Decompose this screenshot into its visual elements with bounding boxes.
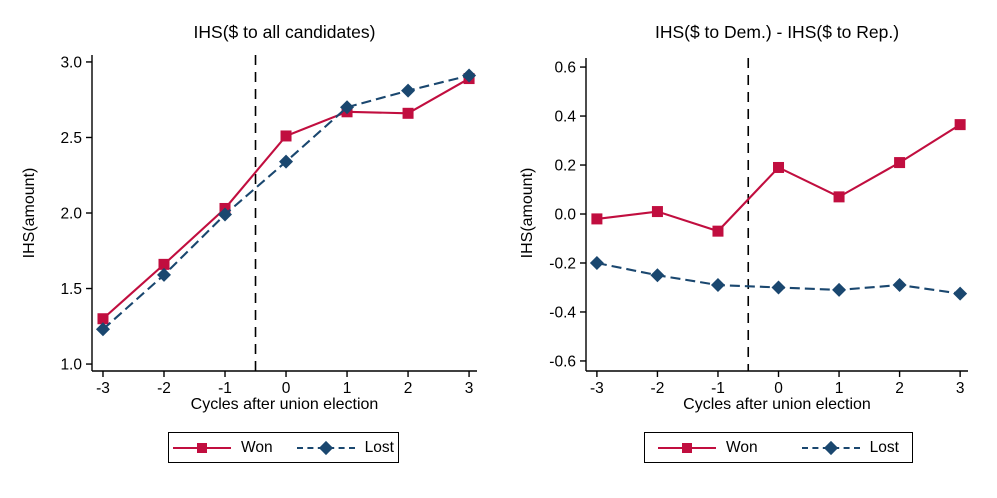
marker-lost xyxy=(832,282,847,297)
legend: Won Lost xyxy=(644,432,913,463)
marker-lost xyxy=(156,267,171,282)
marker-lost xyxy=(340,100,355,115)
y-tick-label: 0.6 xyxy=(554,60,576,77)
lost-diamond-marker-icon xyxy=(823,440,838,455)
y-tick-label: 2.0 xyxy=(60,206,82,223)
marker-won xyxy=(712,225,724,237)
plot-area: 1.0 1.5 2.0 2.5 3.0 -3 -2 -1 0 1 2 3 xyxy=(60,54,477,397)
legend-label-lost: Lost xyxy=(364,438,394,456)
x-tick-label: 1 xyxy=(835,380,844,397)
marker-lost xyxy=(401,83,416,98)
y-tick-label: -0.6 xyxy=(549,353,576,370)
y-tick-label: -0.2 xyxy=(549,255,576,272)
legend-label-lost: Lost xyxy=(869,438,899,456)
marker-won xyxy=(97,313,109,325)
y-tick-label: 0.0 xyxy=(554,207,576,224)
series-line-lost xyxy=(102,74,470,331)
chart-title: IHS($ to all candidates) xyxy=(193,22,376,42)
x-tick-label: 2 xyxy=(895,380,904,397)
marker-won xyxy=(402,107,414,119)
y-tick-label: 0.4 xyxy=(554,109,576,126)
marker-lost xyxy=(95,322,110,337)
y-tick-label: -0.4 xyxy=(549,304,576,321)
x-tick-label: 0 xyxy=(774,380,783,397)
x-tick-label: 1 xyxy=(343,380,352,397)
legend-item-lost: Lost xyxy=(296,438,394,457)
legend-item-won: Won xyxy=(173,439,273,457)
x-tick-label: -2 xyxy=(157,380,171,397)
series-line-won xyxy=(102,77,470,320)
marker-lost xyxy=(650,268,665,283)
x-tick-label: -1 xyxy=(711,380,725,397)
won-square-marker-icon xyxy=(682,442,693,453)
y-tick-label: 0.2 xyxy=(554,158,576,175)
marker-lost xyxy=(279,154,294,169)
marker-won xyxy=(954,119,966,131)
x-tick-label: -2 xyxy=(651,380,665,397)
won-line-sample xyxy=(658,442,717,453)
chart-title: IHS($ to Dem.) - IHS($ to Rep.) xyxy=(654,22,900,42)
x-axis-title: Cycles after union election xyxy=(683,396,871,413)
legend-label-won: Won xyxy=(726,438,758,456)
plot-area: -0.6 -0.4 -0.2 0.0 0.2 0.4 0.6 -3 -2 -1 0 1 2 3 xyxy=(549,58,968,397)
legend-label-won: Won xyxy=(241,438,273,456)
won-line-sample xyxy=(173,442,232,453)
marker-lost xyxy=(892,278,907,293)
marker-won xyxy=(158,258,170,270)
marker-won xyxy=(591,213,603,225)
x-tick-label: -1 xyxy=(218,380,232,397)
marker-won xyxy=(894,157,906,169)
marker-won xyxy=(651,206,663,218)
y-tick-label: 3.0 xyxy=(60,54,82,71)
x-tick-label: -3 xyxy=(96,380,110,397)
marker-won xyxy=(773,161,785,173)
x-tick-label: 3 xyxy=(956,380,965,397)
legend-item-lost: Lost xyxy=(801,438,899,457)
y-tick-label: 1.5 xyxy=(60,281,82,298)
panel-dem-minus-rep: IHS($ to Dem.) - IHS($ to Rep.) IHS(amou… xyxy=(498,0,997,498)
marker-lost xyxy=(771,280,786,295)
series-line-won xyxy=(596,123,961,233)
marker-lost xyxy=(710,278,725,293)
y-tick-label: 2.5 xyxy=(60,130,82,147)
legend-item-won: Won xyxy=(658,439,758,457)
y-tick-label: 1.0 xyxy=(60,357,82,374)
marker-lost xyxy=(953,286,968,301)
x-tick-label: 3 xyxy=(465,380,474,397)
x-tick-label: -3 xyxy=(590,380,604,397)
marker-won xyxy=(280,130,292,142)
x-tick-label: 0 xyxy=(282,380,291,397)
x-tick-label: 2 xyxy=(404,380,413,397)
marker-lost xyxy=(462,68,477,83)
legend: Won Lost xyxy=(168,432,399,463)
lost-diamond-marker-icon xyxy=(318,440,333,455)
panel-all-candidates: IHS($ to all candidates) IHS(amount) 1.0… xyxy=(0,0,498,498)
marker-won xyxy=(833,191,845,203)
x-axis-title: Cycles after union election xyxy=(190,396,379,413)
lost-line-sample xyxy=(801,440,860,455)
lost-line-sample xyxy=(296,440,355,455)
won-square-marker-icon xyxy=(197,442,208,453)
marker-lost xyxy=(218,207,233,222)
marker-lost xyxy=(589,255,604,270)
